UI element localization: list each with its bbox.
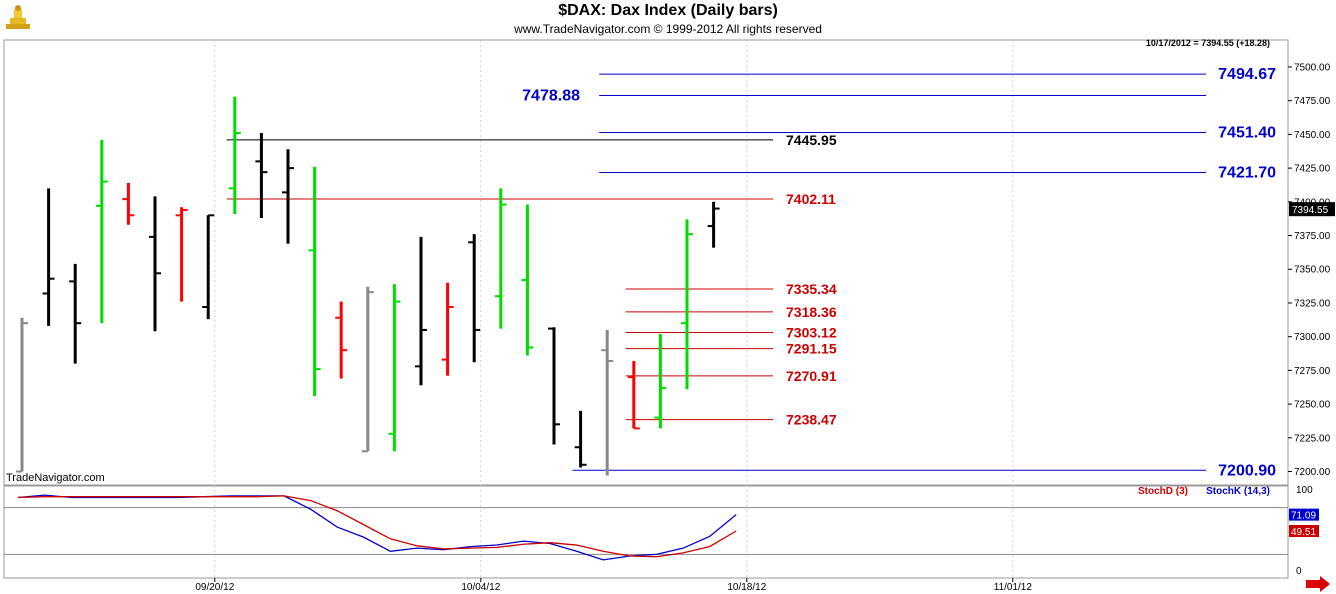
- level-label: 7478.88: [522, 87, 580, 104]
- series-last-box: [1289, 525, 1319, 537]
- chart-header: $DAX: Dax Index (Daily bars) www.TradeNa…: [0, 0, 1336, 40]
- y-tick-label: 7250.00: [1294, 400, 1331, 411]
- chart-title: $DAX: Dax Index (Daily bars): [558, 2, 778, 19]
- level-label: 7291.15: [786, 341, 837, 357]
- series-last-label: 49.51: [1291, 527, 1316, 538]
- level-label: 7318.36: [786, 304, 837, 320]
- series-last-label: 71.09: [1291, 511, 1316, 522]
- level-label: 7335.34: [786, 281, 837, 297]
- y-tick-label: 7475.00: [1294, 96, 1331, 107]
- chart-subtitle: www.TradeNavigator.com © 1999-2012 All r…: [514, 22, 822, 36]
- y-tick-label: 7350.00: [1294, 265, 1331, 276]
- level-label: 7421.70: [1218, 165, 1276, 182]
- watermark-text: TradeNavigator.com: [6, 472, 105, 484]
- y-tick-label: 7225.00: [1294, 433, 1331, 444]
- level-label: 7445.95: [786, 132, 837, 148]
- level-label: 7451.40: [1218, 125, 1276, 142]
- series-last-box: [1289, 508, 1319, 521]
- y-tick-label: 7425.00: [1294, 164, 1331, 175]
- y-tick-label: 7325.00: [1294, 298, 1331, 309]
- level-label: 7270.91: [786, 368, 837, 384]
- stoch-y-tick-label: 0: [1296, 566, 1302, 577]
- stoch-y-tick-label: 100: [1296, 485, 1313, 496]
- stochastic-panel: [3, 485, 1289, 579]
- level-label: 7494.67: [1218, 66, 1276, 83]
- x-tick-label: 10/04/12: [461, 582, 500, 593]
- x-tick-label: 11/01/12: [994, 582, 1033, 593]
- tradenavigator-logo-icon: [6, 5, 30, 29]
- price-panel: [3, 39, 1289, 486]
- series-line-stochk[interactable]: [17, 494, 737, 561]
- series-line-stochd[interactable]: [17, 495, 737, 558]
- last-value-note: 10/17/2012 = 7394.55 (+18.28): [1146, 38, 1270, 48]
- y-tick-label: 7375.00: [1294, 231, 1331, 242]
- level-label: 7303.12: [786, 324, 837, 340]
- y-tick-label: 7450.00: [1294, 130, 1331, 141]
- x-tick-label: 10/18/12: [727, 582, 766, 593]
- level-label: 7402.11: [786, 191, 836, 207]
- last-price-label: 7394.55: [1292, 205, 1329, 216]
- y-tick-label: 7200.00: [1294, 467, 1331, 478]
- level-label: 7200.90: [1218, 462, 1276, 479]
- legend-stochk: StochK (14,3): [1206, 486, 1270, 497]
- y-tick-label: 7275.00: [1294, 366, 1331, 377]
- level-label: 7238.47: [786, 412, 837, 428]
- scroll-right-arrow-icon[interactable]: [1306, 576, 1330, 592]
- y-tick-label: 7300.00: [1294, 332, 1331, 343]
- last-price-box: [1289, 202, 1335, 217]
- x-tick-label: 09/20/12: [195, 582, 234, 593]
- y-tick-label: 7500.00: [1294, 62, 1331, 73]
- legend-stochd: StochD (3): [1138, 486, 1188, 497]
